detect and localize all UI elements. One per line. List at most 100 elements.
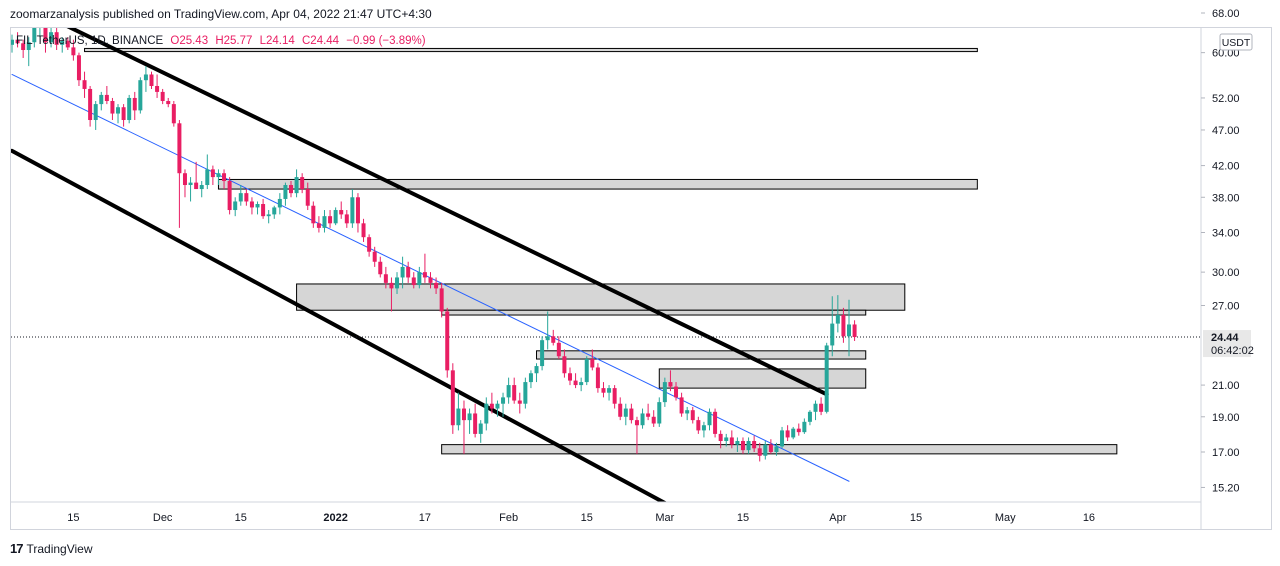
candle-body [411,277,416,286]
candle-body [484,403,489,424]
candle-body [166,101,171,105]
tradingview-logo[interactable]: 17 TradingView [10,541,93,556]
currency-badge [1219,33,1253,51]
candle-body [311,205,316,224]
candle-body [701,425,706,431]
candle-body [149,74,154,86]
candle-body [400,266,405,278]
candle-body [640,413,645,426]
last-price-badge [1203,330,1251,358]
candle-body [395,277,400,289]
candle-body [456,408,461,426]
time-tick-label: May [995,512,1016,524]
candle-body [194,182,199,190]
legend-high: H25.77 [215,35,253,47]
candle-body [713,411,718,434]
candle-body [383,274,388,283]
legend-symbol: FIL [16,35,33,47]
candle-body [104,94,109,102]
candle-body [155,85,160,92]
candle-body [350,197,355,224]
candle-body [216,173,221,178]
candle-body [255,204,260,208]
time-tick-label: Feb [499,512,518,524]
candle-body [590,359,595,368]
price-tick-label: 38.00 [1212,192,1240,204]
candle-body [752,441,757,449]
candle-body [88,88,93,121]
candle-body [813,403,818,412]
candle-body [461,408,466,421]
legend-close: C24.44 [302,35,340,47]
candle-body [205,169,210,186]
candle-body [718,433,723,442]
candle-body [244,193,249,202]
candle-body [573,380,578,386]
symbol-legend: FIL TetherUS, 1D, BINANCE O25.43 H25.77 L… [16,35,430,47]
price-tick-label: 52.00 [1212,93,1240,105]
candle-body [143,74,148,81]
candle-body [562,356,567,374]
candle-body [266,214,271,217]
candle-body [378,261,383,275]
candle-body [210,169,215,178]
price-tick-label: 30.00 [1212,267,1240,279]
price-tick-label: 15.20 [1212,482,1240,494]
candle-body [127,97,132,121]
candle-body [177,123,182,174]
candle-body [277,198,282,208]
time-tick-label: 2022 [323,512,347,524]
candle-body [93,104,98,121]
time-tick-label: 15 [581,512,593,524]
candle-body [316,223,321,228]
candle-body [188,182,193,186]
candle-body [729,437,734,445]
channel-lower-line [11,148,668,502]
candle-body [54,32,59,45]
candle-body [82,80,87,89]
candle-body [489,403,494,409]
candle-body [674,386,679,398]
zone-box [536,350,867,360]
candle-body [60,40,65,45]
candle-body [512,385,517,401]
candle-body [110,101,115,114]
legend-open: O25.43 [170,35,209,47]
candle-body [601,388,606,393]
currency-badge-label: USDT [1222,37,1251,49]
candle-body [629,408,634,421]
candle-body [71,47,76,56]
candle-body [43,28,48,43]
price-tick-label: 21.00 [1212,380,1240,392]
candle-body [618,403,623,417]
candle-body [495,403,500,409]
candle-body [11,39,14,45]
candle-body [99,94,104,105]
candle-body [478,423,483,434]
candle-body [668,382,673,387]
candle-body [746,441,751,451]
candle-body [852,324,857,338]
candle-body [579,382,584,386]
time-tick-label: Mar [655,512,674,524]
candle-body [506,385,511,398]
candle-body [300,177,305,190]
time-tick-label: Dec [153,512,173,524]
candle-body [785,430,790,438]
time-tick-label: 15 [67,512,79,524]
legend-pair: TetherUS, 1D, BINANCE [36,35,164,47]
candle-body [774,446,779,452]
candle-body [182,173,187,186]
candle-body [545,336,550,341]
channel-upper-line [66,28,829,397]
candle-body [450,370,455,426]
candle-body [707,411,712,426]
candle-body [422,272,427,278]
price-tick-label: 68.00 [1212,8,1240,20]
candle-body [116,107,121,114]
zone-box [217,178,978,190]
candle-body [333,210,338,224]
candle-body [679,397,684,414]
candle-body [824,345,829,412]
